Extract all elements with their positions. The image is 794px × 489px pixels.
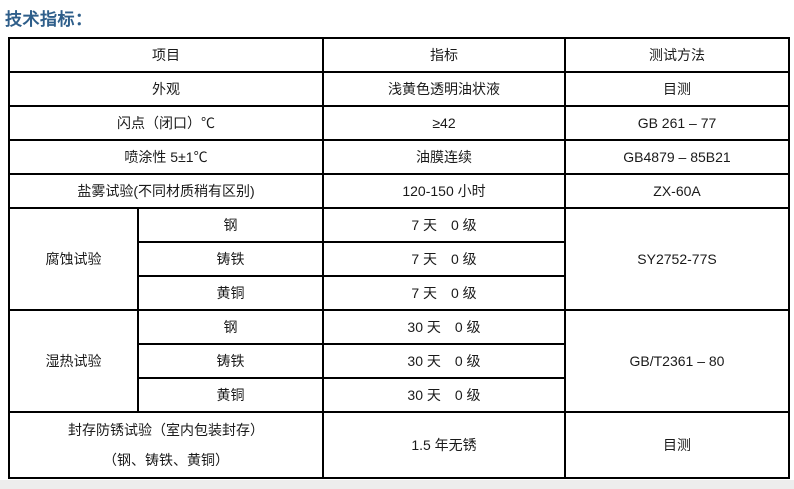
header-indicator: 指标	[322, 37, 566, 73]
header-item: 项目	[8, 37, 324, 73]
corrosion-method-cell: SY2752-77S	[564, 207, 790, 311]
table-row-seal-test: 封存防锈试验（室内包装封存） （钢、铸铁、黄铜） 1.5 年无锈 目测	[8, 411, 790, 479]
table-row-damp-heat-cast-iron: 铸铁 30 天 0 级	[9, 343, 789, 379]
item-cell: 外观	[8, 71, 324, 107]
table-row-corrosion-brass: 黄铜 7 天 0 级	[9, 275, 789, 311]
table-row-sprayability: 喷涂性 5±1℃ 油膜连续 GB4879 – 85B21	[8, 139, 790, 175]
table-row-salt-spray: 盐雾试验(不同材质稍有区别) 120-150 小时 ZX-60A	[8, 173, 790, 209]
damp-heat-group-label: 湿热试验	[8, 309, 139, 413]
bottom-strip	[0, 480, 794, 489]
material-cell: 钢	[137, 207, 324, 243]
table-header-row: 项目 指标 测试方法	[8, 37, 790, 73]
method-cell: GB 261 – 77	[564, 105, 790, 141]
method-cell: GB4879 – 85B21	[564, 139, 790, 175]
page-title: 技术指标：	[5, 10, 93, 29]
indicator-cell: 油膜连续	[322, 139, 566, 175]
item-cell: 闪点（闭口）℃	[8, 105, 324, 141]
method-cell: 目测	[564, 411, 790, 479]
spec-table: 项目 指标 测试方法 外观 浅黄色透明油状液 目测 闪点（闭口）℃ ≥42 GB…	[8, 37, 790, 479]
indicator-cell: 7 天 0 级	[322, 207, 566, 243]
indicator-cell: 30 天 0 级	[322, 377, 566, 413]
header-method: 测试方法	[564, 37, 790, 73]
item-cell: 喷涂性 5±1℃	[8, 139, 324, 175]
seal-item-line2: （钢、铸铁、黄铜）	[103, 452, 229, 468]
table-row-damp-heat-steel: 湿热试验 钢 30 天 0 级 GB/T2361 – 80	[8, 309, 790, 413]
indicator-cell: 30 天 0 级	[322, 309, 566, 345]
material-cell: 铸铁	[137, 343, 324, 379]
table-row-appearance: 外观 浅黄色透明油状液 目测	[8, 71, 790, 107]
method-cell: ZX-60A	[564, 173, 790, 209]
seal-item-line1: 封存防锈试验（室内包装封存）	[68, 422, 264, 438]
material-cell: 黄铜	[137, 377, 324, 413]
corrosion-group-label: 腐蚀试验	[8, 207, 139, 311]
material-cell: 黄铜	[137, 275, 324, 311]
indicator-cell: 7 天 0 级	[322, 241, 566, 277]
damp-heat-method-cell: GB/T2361 – 80	[564, 309, 790, 413]
table-row-damp-heat-brass: 黄铜 30 天 0 级	[9, 377, 789, 413]
table-row-flash-point: 闪点（闭口）℃ ≥42 GB 261 – 77	[8, 105, 790, 141]
table-row-corrosion-steel: 腐蚀试验 钢 7 天 0 级 SY2752-77S	[8, 207, 790, 311]
indicator-cell: 浅黄色透明油状液	[322, 71, 566, 107]
table-row-corrosion-cast-iron: 铸铁 7 天 0 级	[9, 241, 789, 277]
indicator-cell: ≥42	[322, 105, 566, 141]
indicator-cell: 1.5 年无锈	[322, 411, 566, 479]
seal-item-cell: 封存防锈试验（室内包装封存） （钢、铸铁、黄铜）	[8, 411, 324, 479]
indicator-cell: 120-150 小时	[322, 173, 566, 209]
indicator-cell: 30 天 0 级	[322, 343, 566, 379]
indicator-cell: 7 天 0 级	[322, 275, 566, 311]
material-cell: 钢	[137, 309, 324, 345]
method-cell: 目测	[564, 71, 790, 107]
material-cell: 铸铁	[137, 241, 324, 277]
item-cell: 盐雾试验(不同材质稍有区别)	[8, 173, 324, 209]
